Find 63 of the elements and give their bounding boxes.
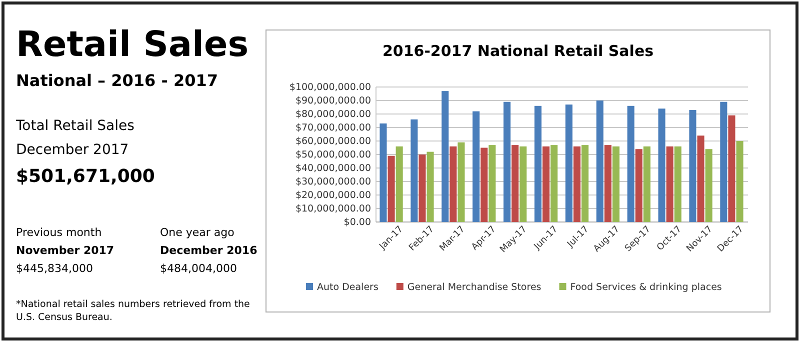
text: November 2017 — [16, 244, 114, 257]
bar — [666, 146, 674, 222]
y-tick-label: $90,000,000.00 — [295, 96, 371, 107]
bar — [504, 102, 511, 222]
bar — [534, 106, 542, 222]
legend-label: Auto Dealers — [317, 282, 378, 293]
bar — [396, 146, 403, 222]
text: Total Retail Sales — [15, 118, 134, 134]
text: Retail Sales — [16, 25, 249, 65]
bar — [736, 141, 744, 222]
bar — [720, 102, 728, 222]
text: December 2017 — [16, 142, 129, 158]
bar — [488, 145, 496, 222]
y-tick-label: $100,000,000.00 — [289, 82, 371, 94]
bar — [596, 100, 604, 222]
bar — [458, 142, 465, 222]
bar — [697, 136, 704, 222]
bar — [573, 146, 580, 222]
bar — [426, 152, 434, 222]
bar — [542, 146, 550, 222]
bar — [380, 123, 387, 222]
bar — [418, 154, 426, 222]
y-tick-label: $20,000,000.00 — [295, 190, 371, 202]
text: National – 2016 - 2017 — [16, 71, 218, 90]
legend-label: General Merchandise Stores — [407, 282, 542, 293]
text: $484,004,000 — [160, 262, 237, 275]
bar — [410, 119, 418, 222]
chart-title: 2016-2017 National Retail Sales — [382, 42, 654, 60]
bar — [728, 115, 736, 222]
bar — [643, 146, 650, 222]
text: December 2016 — [160, 244, 258, 257]
y-tick-label: $70,000,000.00 — [295, 122, 371, 134]
bar — [388, 156, 395, 222]
bar — [674, 146, 682, 222]
y-tick-label: $80,000,000.00 — [295, 109, 371, 120]
bar — [550, 145, 558, 222]
bar — [612, 146, 620, 222]
y-tick-label: $0.00 — [344, 217, 371, 228]
legend-label: Food Services & drinking places — [570, 282, 722, 293]
text: *National retail sales numbers retrieved from the U.S. Census Bureau. — [16, 299, 250, 323]
text: Previous month — [16, 226, 102, 239]
bar — [472, 111, 480, 222]
y-tick-label: $10,000,000.00 — [295, 204, 371, 215]
bar — [689, 110, 696, 222]
bar — [480, 148, 488, 222]
bar — [705, 149, 712, 222]
bar — [635, 149, 642, 222]
bar — [450, 146, 457, 222]
bar — [581, 145, 589, 222]
bar — [604, 145, 612, 222]
bar — [512, 145, 519, 222]
bar — [520, 146, 527, 222]
y-tick-label: $60,000,000.00 — [295, 136, 371, 148]
bar — [627, 106, 634, 222]
text: $445,834,000 — [16, 262, 93, 275]
text: $501,671,000 — [16, 166, 155, 187]
y-tick-label: $40,000,000.00 — [295, 163, 371, 174]
y-tick-label: $30,000,000.00 — [295, 176, 371, 188]
bar — [658, 108, 666, 222]
bar — [442, 91, 449, 222]
text: One year ago — [160, 226, 235, 239]
y-tick-label: $50,000,000.00 — [295, 150, 371, 161]
bar — [565, 104, 572, 222]
